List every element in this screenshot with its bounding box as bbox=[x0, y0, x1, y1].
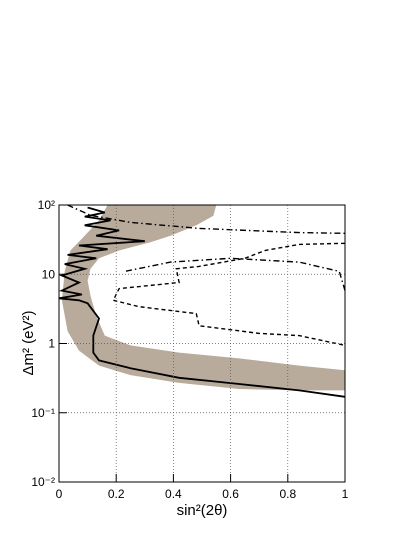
x-tick-label: 0.2 bbox=[108, 487, 125, 501]
band bbox=[61, 205, 346, 391]
y-tick-label: 1 bbox=[48, 337, 55, 351]
x-tick-label: 1 bbox=[342, 487, 349, 501]
x-tick-label: 0 bbox=[56, 487, 63, 501]
curve bbox=[112, 242, 346, 347]
curve bbox=[67, 204, 346, 291]
x-axis-label: sin²(2θ) bbox=[177, 502, 228, 519]
plot-frame bbox=[58, 204, 346, 483]
curve bbox=[58, 206, 346, 398]
x-tick-label: 0.4 bbox=[165, 487, 182, 501]
y-tick-label: 10⁻¹ bbox=[31, 406, 55, 420]
y-tick-label: 10² bbox=[38, 198, 55, 212]
y-tick-label: 10 bbox=[42, 267, 56, 281]
x-tick-label: 0.8 bbox=[279, 487, 296, 501]
y-tick-label: 10⁻² bbox=[31, 475, 55, 489]
y-axis-label: Δm² (eV²) bbox=[20, 310, 37, 375]
x-tick-label: 0.6 bbox=[222, 487, 239, 501]
